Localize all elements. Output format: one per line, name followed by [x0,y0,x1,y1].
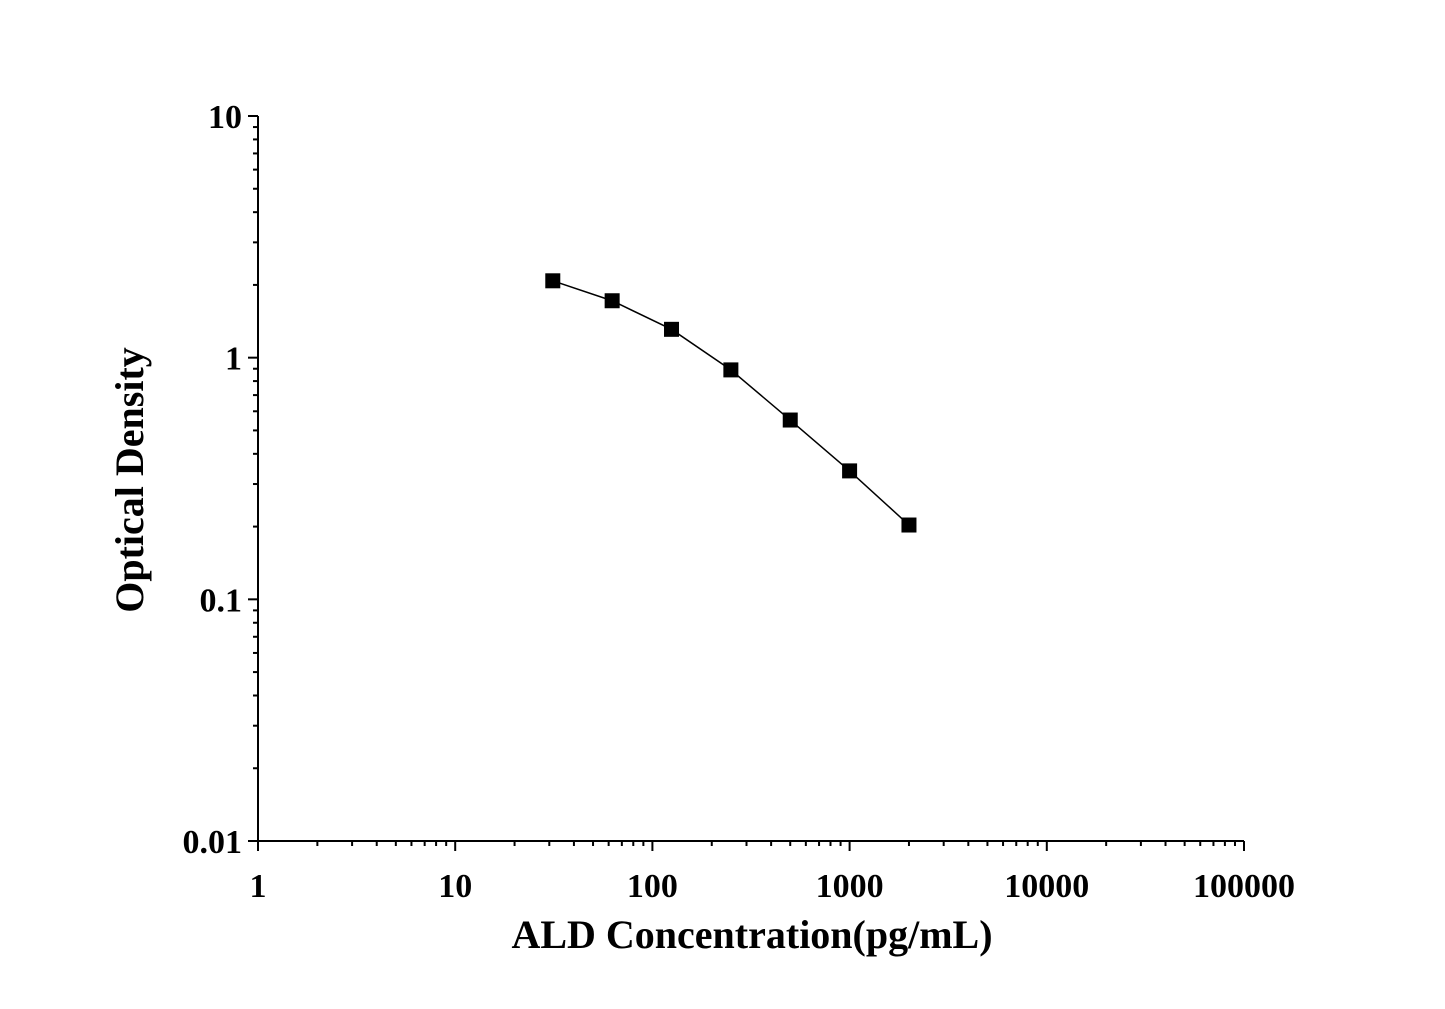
x-axis-title: ALD Concentration(pg/mL) [511,912,992,957]
x-tick-label: 10000 [1004,868,1089,905]
data-point [782,412,798,428]
data-point [545,273,561,289]
series-line [552,280,910,526]
x-tick-label: 1000 [816,868,884,905]
plot-area [545,273,917,533]
x-tick-label: 100000 [1193,868,1295,905]
data-point [842,463,858,479]
data-point [604,293,620,309]
x-tick-label: 10 [438,868,472,905]
data-point [901,517,917,533]
axes: 1 10 100 1000 10000 100000 0.01 0.1 1 10 [183,99,1296,905]
data-point [664,321,680,337]
data-point [723,362,739,378]
x-tick-label: 100 [627,868,678,905]
y-tick-label: 10 [208,99,242,136]
y-tick-label: 0.01 [183,824,243,861]
x-tick-label: 1 [250,868,267,905]
y-tick-label: 1 [225,341,242,378]
y-tick-label: 0.1 [200,582,243,619]
y-axis-title: Optical Density [107,347,152,613]
